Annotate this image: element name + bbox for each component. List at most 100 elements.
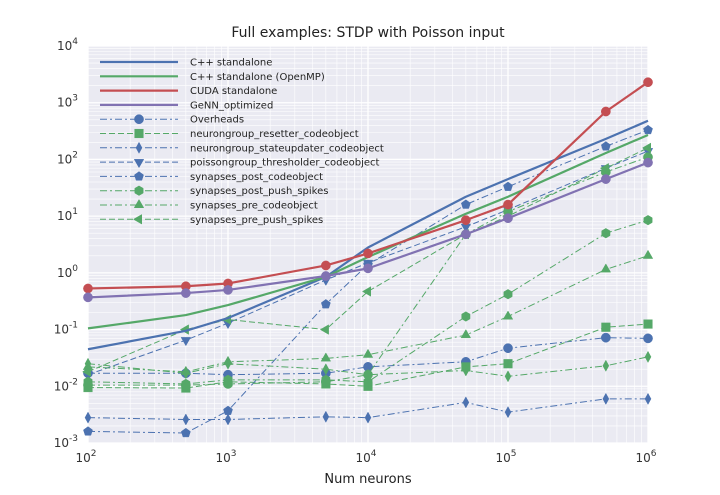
data-point [321, 271, 331, 281]
data-point [134, 128, 144, 139]
data-point [503, 289, 513, 300]
data-point [133, 159, 145, 169]
data-point [460, 329, 472, 339]
legend-label: CUDA standalone [190, 86, 277, 97]
data-point [602, 392, 610, 405]
data-point [321, 376, 331, 387]
data-point [643, 319, 653, 329]
data-point [84, 411, 92, 424]
data-point [134, 185, 144, 196]
legend-label: synapses_post_codeobject [190, 172, 323, 183]
data-point [643, 215, 653, 226]
data-point [84, 357, 92, 370]
tick-label: 105 [495, 449, 516, 465]
data-point [82, 366, 91, 378]
legend-item: synapses_post_push_spikes [100, 185, 328, 197]
legend-item: synapses_pre_codeobject [100, 198, 318, 212]
tick-label: 103 [215, 449, 236, 465]
data-point [601, 322, 611, 332]
data-point [643, 333, 653, 344]
legend-label: Overheads [190, 115, 244, 126]
data-point [503, 343, 513, 354]
data-point [223, 379, 233, 389]
data-point [601, 332, 611, 343]
legend-item: neurongroup_stateupdater_codeobject [100, 141, 384, 154]
data-point [503, 181, 513, 191]
data-point [83, 426, 93, 436]
tick-label: 104 [57, 37, 78, 53]
data-point [363, 376, 373, 387]
data-point [462, 364, 470, 377]
data-point [320, 299, 331, 309]
legend-label: GeNN_optimized [190, 100, 273, 111]
series-genn-optimized [83, 157, 653, 303]
data-point [363, 263, 373, 274]
legend-item: C++ standalone [100, 58, 272, 69]
tick-label: 10-1 [54, 321, 78, 337]
data-point [83, 292, 93, 303]
data-point [461, 311, 471, 322]
series-line [87, 119, 649, 351]
data-point [223, 285, 233, 295]
legend: C++ standalone C++ standalone (OpenMP) CUD… [100, 58, 384, 226]
data-point [224, 357, 232, 370]
data-point [504, 370, 512, 383]
legend-label: neurongroup_resetter_codeobject [190, 129, 359, 140]
data-point [600, 263, 612, 273]
tick-label: 106 [635, 449, 656, 465]
legend-item: poissongroup_thresholder_codeobject [100, 158, 380, 169]
data-point [83, 380, 93, 390]
data-point [503, 213, 513, 224]
tick-label: 10-2 [54, 377, 78, 393]
data-point [362, 348, 374, 358]
legend-label: poissongroup_thresholder_codeobject [190, 158, 380, 169]
data-point [223, 405, 233, 415]
legend-label: synapses_post_push_spikes [190, 186, 328, 197]
legend-item: neurongroup_resetter_codeobject [100, 128, 359, 140]
data-point [642, 249, 654, 259]
tick-label: 103 [57, 94, 78, 110]
legend-label: synapses_pre_codeobject [190, 201, 318, 212]
data-point [182, 367, 190, 380]
x-axis-ticks: 102 103 104 105 106 [75, 449, 656, 465]
data-point [135, 141, 143, 154]
data-point [180, 427, 191, 438]
data-point [132, 214, 142, 225]
data-point [134, 114, 144, 125]
data-point [319, 324, 329, 335]
y-axis-ticks: 10-3 10-2 10-1 100 101 102 103 104 [54, 37, 79, 450]
data-point [643, 124, 653, 135]
legend-item: Overheads [100, 114, 244, 126]
x-axis-label: Num neurons [324, 472, 411, 487]
legend-label: C++ standalone (OpenMP) [190, 72, 325, 83]
chart-title: Full examples: STDP with Poisson input [231, 25, 505, 41]
tick-label: 101 [57, 207, 78, 223]
tick-label: 102 [57, 150, 78, 166]
legend-item: GeNN_optimized [100, 100, 273, 111]
data-point [460, 199, 471, 209]
data-point [134, 171, 144, 181]
data-point [321, 260, 331, 271]
legend-label: C++ standalone [190, 58, 272, 69]
data-point [224, 413, 232, 426]
data-point [503, 359, 513, 369]
legend-label: neurongroup_stateupdater_codeobject [190, 143, 384, 154]
tick-label: 104 [355, 449, 376, 465]
data-point [644, 392, 652, 405]
series-neurongroup-stateupdater-codeobject [84, 392, 652, 426]
data-point [182, 413, 190, 426]
data-point [83, 283, 93, 294]
data-point [643, 157, 653, 168]
data-point [601, 174, 611, 184]
data-point [181, 380, 191, 390]
data-point [180, 337, 192, 347]
series-c-standalone [87, 119, 649, 351]
legend-item: CUDA standalone [100, 86, 277, 97]
data-point [600, 141, 611, 151]
data-point [320, 352, 332, 362]
data-point [602, 359, 610, 372]
data-point [363, 248, 373, 259]
tick-label: 10-3 [54, 434, 78, 450]
data-point [322, 410, 330, 423]
data-point [601, 228, 611, 239]
